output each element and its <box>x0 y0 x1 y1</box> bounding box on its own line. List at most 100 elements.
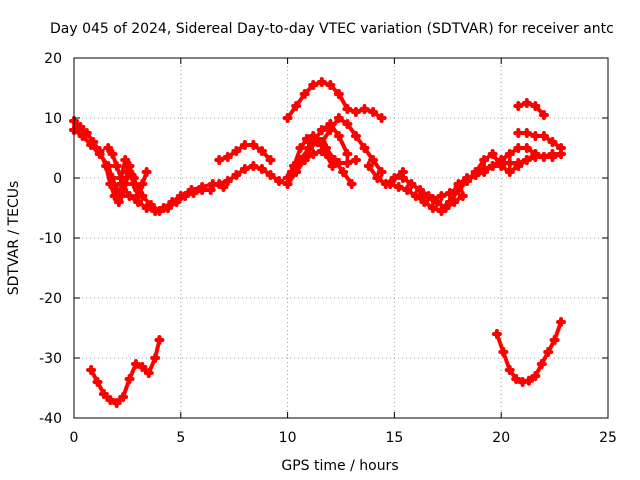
data-point-marker <box>143 368 154 378</box>
data-point-marker <box>556 143 567 153</box>
data-point-marker <box>86 365 97 375</box>
data-point-marker <box>376 167 387 177</box>
series-segment-17 <box>422 152 563 201</box>
data-point-marker <box>504 158 515 168</box>
x-axis-title: GPS time / hours <box>281 458 398 474</box>
data-point-marker <box>308 80 319 90</box>
data-point-marker <box>239 140 250 150</box>
data-point-marker <box>329 155 340 165</box>
data-point-marker <box>94 149 105 159</box>
data-point-marker <box>214 179 225 189</box>
data-point-marker <box>113 197 124 207</box>
data-point-marker <box>530 371 541 381</box>
data-point-marker <box>105 395 116 405</box>
data-point-marker <box>124 161 135 171</box>
data-point-marker <box>222 176 233 186</box>
data-point-marker <box>410 191 421 201</box>
data-point-marker <box>124 191 135 201</box>
data-point-marker <box>154 335 165 345</box>
y-tick-label: -20 <box>39 291 62 307</box>
data-point-marker <box>440 203 451 213</box>
data-point-marker <box>124 374 135 384</box>
data-point-marker <box>457 191 468 201</box>
data-point-marker <box>538 131 549 141</box>
data-point-marker <box>111 161 122 171</box>
data-point-marker <box>530 101 541 111</box>
data-point-marker <box>162 203 173 213</box>
data-point-marker <box>342 149 353 159</box>
data-point-marker <box>295 143 306 153</box>
data-point-marker <box>462 173 473 183</box>
data-point-marker <box>137 362 148 372</box>
data-point-marker <box>556 317 567 327</box>
data-point-marker <box>427 194 438 204</box>
data-point-marker <box>256 164 267 174</box>
data-point-marker <box>415 185 426 195</box>
data-point-marker <box>325 125 336 135</box>
data-point-marker <box>86 140 97 150</box>
data-point-marker <box>427 203 438 213</box>
data-point-marker <box>231 146 242 156</box>
data-point-marker <box>511 374 522 384</box>
data-point-marker <box>133 185 144 195</box>
data-point-marker <box>115 191 126 201</box>
data-point-marker <box>150 353 161 363</box>
data-point-marker <box>389 173 400 183</box>
data-point-marker <box>107 149 118 159</box>
data-point-marker <box>75 122 86 132</box>
data-point-marker <box>286 167 297 177</box>
data-point-marker <box>118 392 129 402</box>
data-point-marker <box>282 173 293 183</box>
data-point-marker <box>359 143 370 153</box>
data-point-marker <box>513 128 524 138</box>
data-point-marker <box>521 98 532 108</box>
x-tick-label: 25 <box>599 430 617 446</box>
data-point-marker <box>402 185 413 195</box>
data-point-marker <box>491 329 502 339</box>
data-point-marker <box>547 137 558 147</box>
data-point-marker <box>496 161 507 171</box>
data-point-marker <box>92 377 103 387</box>
data-point-marker <box>350 155 361 165</box>
data-point-marker <box>265 155 276 165</box>
x-tick-label: 0 <box>70 430 79 446</box>
x-tick-label: 15 <box>385 430 403 446</box>
data-point-marker <box>222 152 233 162</box>
data-point-marker <box>333 131 344 141</box>
data-point-marker <box>359 104 370 114</box>
data-point-marker <box>282 113 293 123</box>
data-point-marker <box>308 137 319 147</box>
data-point-marker <box>449 197 460 207</box>
data-point-marker <box>291 101 302 111</box>
data-point-marker <box>504 365 515 375</box>
data-point-marker <box>513 101 524 111</box>
data-point-marker <box>171 197 182 207</box>
data-point-marker <box>504 149 515 159</box>
data-point-marker <box>130 359 141 369</box>
data-point-marker <box>498 347 509 357</box>
data-point-marker <box>444 188 455 198</box>
data-point-marker <box>368 155 379 165</box>
data-point-marker <box>385 179 396 189</box>
data-point-marker <box>372 173 383 183</box>
data-point-marker <box>256 146 267 156</box>
data-point-marker <box>521 155 532 165</box>
data-point-marker <box>543 347 554 357</box>
data-point-marker <box>274 176 285 186</box>
data-point-marker <box>523 375 534 386</box>
data-point-marker <box>338 167 349 177</box>
data-point-marker <box>239 164 250 174</box>
data-point-marker <box>333 89 344 99</box>
data-point-marker <box>393 182 404 192</box>
data-point-marker <box>342 158 353 168</box>
y-tick-label: -10 <box>39 231 62 247</box>
series-segment-12 <box>285 80 384 120</box>
data-point-marker <box>521 128 532 138</box>
data-point-marker <box>180 191 191 201</box>
y-tick-label: -30 <box>39 351 62 367</box>
x-tick-label: 5 <box>176 430 185 446</box>
data-point-marker <box>77 131 88 141</box>
data-point-marker <box>321 143 332 153</box>
data-point-marker <box>154 206 165 216</box>
